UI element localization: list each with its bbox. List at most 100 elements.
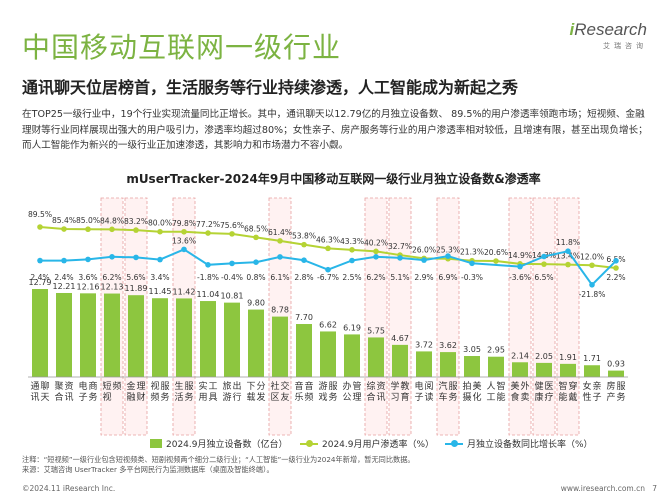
growth-point [325, 266, 331, 273]
penetration-label: 25.3% [436, 246, 460, 255]
device-bar-label: 0.93 [607, 360, 625, 369]
chart-title: mUserTracker-2024年9月中国移动互联网一级行业月独立设备数&渗透… [126, 172, 541, 186]
penetration-point [253, 234, 259, 241]
growth-label: 2.8% [294, 273, 313, 282]
device-bar-label: 11.89 [125, 284, 148, 293]
svg-text:智能穿戴: 智能穿戴 [558, 380, 577, 403]
growth-label: 6.9% [438, 273, 457, 282]
page-title: 中国移动互联网一级行业 [22, 31, 342, 64]
svg-text:办公管理: 办公管理 [342, 380, 361, 403]
growth-point [229, 260, 235, 267]
penetration-label: 40.2% [364, 238, 388, 247]
growth-point [253, 259, 259, 265]
penetration-point [325, 245, 331, 252]
growth-label: 6.5% [534, 273, 553, 282]
growth-label: 6.1% [270, 273, 289, 282]
device-bar [32, 289, 48, 377]
device-bar-label: 12.21 [53, 282, 76, 291]
growth-label: 5.1% [390, 273, 409, 282]
device-bar-label: 6.19 [343, 323, 361, 332]
device-bar-label: 12.16 [77, 282, 100, 291]
svg-text:聚合资讯: 聚合资讯 [54, 381, 73, 403]
device-bar [512, 362, 528, 377]
device-bar-label: 2.05 [535, 352, 553, 361]
growth-point [277, 254, 283, 260]
svg-text:学习教育: 学习教育 [390, 380, 409, 403]
penetration-label: 53.8% [292, 232, 316, 241]
penetration-point [37, 224, 43, 230]
penetration-point [349, 247, 355, 253]
device-bar-label: 12.79 [29, 278, 52, 287]
device-bar [128, 295, 144, 377]
penetration-label: 79.8% [172, 219, 196, 228]
category-label: 智能穿戴 [558, 380, 577, 403]
penetration-label: 21.3% [460, 248, 484, 257]
website-text: www.iresearch.com.cn [560, 484, 645, 493]
penetration-label: 13.4% [556, 252, 580, 261]
growth-label: -0.4% [221, 273, 243, 282]
device-bar-label: 6.62 [319, 320, 337, 329]
growth-point [85, 256, 91, 263]
penetration-point [613, 265, 619, 271]
device-bar-label: 8.78 [271, 306, 289, 315]
svg-text:电子商务: 电子商务 [78, 380, 97, 403]
copyright-text: ©2024.11 iResearch Inc. [22, 484, 116, 493]
growth-label: -21.8% [579, 290, 606, 299]
device-bar-label: 9.80 [247, 299, 265, 308]
penetration-point [589, 262, 595, 269]
device-bar [80, 293, 96, 377]
chart-legend: 2024.9月独立设备数（亿台） 2024.9月用户渗透率（%） 月独立设备数同… [0, 437, 667, 451]
device-bar [176, 298, 192, 377]
penetration-point [85, 226, 91, 233]
svg-text:视频服务: 视频服务 [150, 380, 169, 403]
penetration-point [373, 248, 379, 255]
device-bar [224, 302, 240, 377]
category-label: 综合资讯 [366, 380, 385, 403]
penetration-point [61, 226, 67, 232]
device-bar-label: 2.14 [511, 351, 529, 360]
growth-point [613, 258, 619, 264]
growth-point [469, 260, 475, 267]
penetration-label: 61.4% [268, 228, 292, 237]
svg-text:健康医疗: 健康医疗 [534, 380, 553, 403]
device-bar-label: 1.71 [583, 354, 601, 363]
penetration-point [277, 238, 283, 244]
svg-text:通讯聊天: 通讯聊天 [30, 380, 49, 403]
growth-label: 11.8% [556, 238, 580, 247]
device-bar [152, 298, 168, 377]
penetration-label: 26.0% [412, 245, 436, 254]
penetration-label: 89.5% [28, 210, 52, 219]
growth-line [40, 248, 617, 287]
penetration-label: 20.6% [484, 248, 508, 257]
category-label: 人工智能 [486, 380, 505, 403]
growth-point [397, 255, 403, 261]
svg-text:音乐音频: 音乐音频 [294, 380, 313, 403]
device-bar [440, 352, 456, 377]
growth-point [109, 254, 115, 260]
device-bar [56, 292, 72, 377]
growth-label: 5.6% [126, 273, 145, 282]
chart-notes: 注释：“短视频”一级行业包含短视频类、短剧视频两个细分二级行业；“人工智能”一级… [22, 455, 415, 475]
device-bar-label: 10.81 [221, 292, 244, 301]
category-label: 健康医疗 [534, 380, 553, 403]
penetration-label: 46.3% [316, 235, 340, 244]
penetration-label: 85.4% [52, 216, 76, 225]
svg-text:社区交友: 社区交友 [270, 380, 289, 403]
category-label: 游戏服务 [318, 380, 337, 403]
growth-point [517, 263, 523, 270]
penetration-point [565, 261, 571, 268]
growth-point [445, 253, 451, 259]
device-bar-label: 7.70 [295, 313, 313, 322]
growth-label: 3.4% [150, 273, 169, 282]
penetration-label: 85.0% [76, 216, 100, 225]
growth-point [589, 282, 595, 288]
category-label: 汽车服务 [438, 380, 457, 403]
page-number: 7 [652, 484, 657, 493]
legend-swatch-bar [150, 439, 162, 448]
svg-text:短视频: 短视频 [102, 380, 121, 403]
device-bar [608, 370, 624, 377]
svg-text:旅游出行: 旅游出行 [222, 380, 241, 403]
penetration-point [301, 241, 307, 248]
penetration-label: 80.0% [148, 219, 172, 228]
penetration-point [229, 231, 235, 237]
